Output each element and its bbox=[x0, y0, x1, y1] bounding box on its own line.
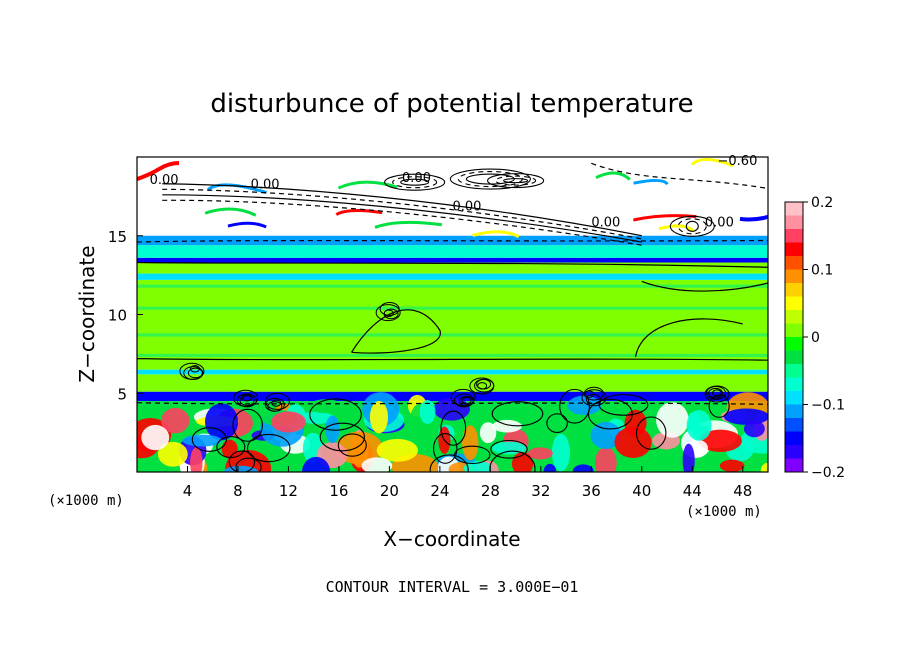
colorbar: 0.2 0.1 0 −0.1 −0.2 bbox=[784, 195, 845, 481]
colorbar-tick-label: 0.2 bbox=[811, 195, 833, 211]
contour-label: −0.60 bbox=[718, 154, 758, 169]
colorbar-gradient bbox=[784, 201, 804, 473]
contour-line bbox=[162, 199, 642, 246]
contour-line bbox=[641, 280, 768, 292]
contour-line bbox=[137, 358, 768, 361]
x-tick-label: 44 bbox=[683, 482, 702, 500]
y-tick-label: 15 bbox=[108, 228, 127, 246]
chart-title: disturbunce of potential temperature bbox=[210, 89, 693, 119]
contour-lines bbox=[137, 162, 768, 412]
x-tick-label: 8 bbox=[233, 482, 243, 500]
colorbar-tick-label: 0 bbox=[811, 330, 820, 346]
x-axis-label: X−coordinate bbox=[383, 527, 520, 551]
x-tick-label: 32 bbox=[531, 482, 550, 500]
x-tick-label: 28 bbox=[481, 482, 500, 500]
data-band bbox=[137, 273, 768, 280]
x-tick-label: 48 bbox=[733, 482, 752, 500]
colorbar-tick-label: −0.2 bbox=[811, 465, 845, 481]
x-tick-label: 40 bbox=[632, 482, 651, 500]
contour-label: 0.00 bbox=[150, 173, 179, 188]
contour-line bbox=[162, 183, 642, 237]
contour-label: 0.00 bbox=[402, 171, 431, 186]
x-unit-left: (×1000 m) bbox=[48, 493, 124, 509]
contour-label: 0.00 bbox=[453, 200, 482, 215]
contour-labels: 0.00 0.00 0.00 0.00 0.00 0.00 −0.60 bbox=[150, 154, 758, 230]
y-tick-label: 5 bbox=[117, 385, 127, 403]
contour-line bbox=[137, 239, 768, 243]
data-band bbox=[137, 257, 768, 263]
x-tick-label: 36 bbox=[582, 482, 601, 500]
data-band bbox=[137, 262, 768, 274]
colorbar-tick-label: 0.1 bbox=[811, 263, 833, 279]
y-axis: 5 10 15 bbox=[108, 228, 143, 403]
x-tick-label: 20 bbox=[380, 482, 399, 500]
x-tick-label: 12 bbox=[279, 482, 298, 500]
contour-label: 0.00 bbox=[705, 215, 734, 230]
contour-line bbox=[162, 194, 642, 243]
x-unit-right: (×1000 m) bbox=[686, 504, 762, 520]
data-band bbox=[137, 369, 768, 375]
contour-interval-note: CONTOUR INTERVAL = 3.000E−01 bbox=[326, 578, 579, 596]
contour-line bbox=[137, 261, 768, 268]
contour-line bbox=[351, 309, 441, 354]
x-tick-label: 16 bbox=[329, 482, 348, 500]
y-axis-label: Z−coordinate bbox=[75, 245, 99, 382]
data-band bbox=[137, 245, 768, 258]
x-axis: 4 8 12 16 20 24 28 32 36 40 44 48 bbox=[183, 466, 752, 500]
contour-line bbox=[137, 402, 768, 405]
x-tick-label: 4 bbox=[183, 482, 193, 500]
contour-label: 0.00 bbox=[591, 215, 620, 230]
y-tick-label: 10 bbox=[108, 307, 127, 325]
plot-area bbox=[137, 157, 768, 472]
upper-layer bbox=[137, 157, 768, 239]
contour-line bbox=[162, 188, 642, 240]
data-band bbox=[137, 391, 768, 402]
contour-line bbox=[634, 318, 743, 358]
turbulence-layer bbox=[137, 388, 768, 472]
x-tick-label: 24 bbox=[430, 482, 449, 500]
data-band bbox=[137, 374, 768, 392]
contour-line bbox=[591, 162, 768, 190]
colorbar-tick-label: −0.1 bbox=[811, 398, 845, 414]
contour-label: 0.00 bbox=[251, 178, 280, 193]
